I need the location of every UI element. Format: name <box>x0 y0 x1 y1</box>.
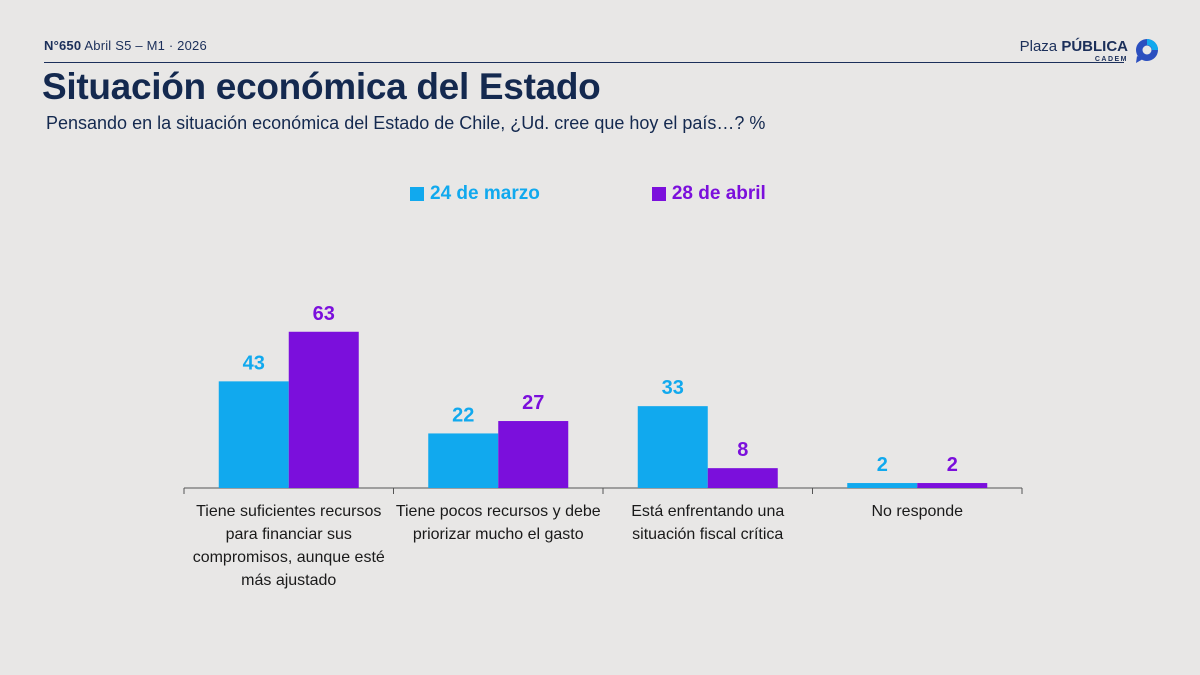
header-divider <box>44 62 1124 63</box>
category-label: Está enfrentando una situación fiscal cr… <box>631 503 785 543</box>
speech-bubble-logo-icon <box>1136 39 1158 63</box>
data-label-series-2: 63 <box>313 303 335 325</box>
data-label-series-2: 27 <box>522 392 544 414</box>
bar-series-1 <box>428 433 499 488</box>
category-label: No responde <box>871 503 964 520</box>
legend-swatch-series-1 <box>410 187 424 201</box>
brand-sub: CADEM <box>1094 56 1128 63</box>
page-subtitle: Pensando en la situación económica del E… <box>46 113 766 133</box>
data-label-series-1: 43 <box>243 352 265 374</box>
bar-series-2 <box>917 483 988 488</box>
legend-item-series-2: 28 de abril <box>651 183 766 205</box>
edition-date: Abril S5 – M1 · 2026 <box>84 38 207 53</box>
data-label-series-1: 22 <box>452 404 474 426</box>
category-label: Tiene suficientes recursos para financia… <box>192 503 385 589</box>
page-title: Situación económica del Estado <box>42 66 601 107</box>
bar-series-1 <box>637 406 708 488</box>
legend-label-series-1: 24 de marzo <box>430 183 540 204</box>
category-label: Tiene pocos recursos y debe priorizar mu… <box>395 503 601 543</box>
legend-item-series-1: 24 de marzo <box>410 183 540 205</box>
bar-series-1 <box>847 483 918 488</box>
bar-series-1 <box>218 381 289 488</box>
bar-series-2 <box>707 468 778 488</box>
edition-number: N°650 <box>44 38 82 53</box>
legend-swatch-series-2 <box>651 187 666 201</box>
data-label-series-2: 8 <box>737 439 748 461</box>
brand-name-light: Plaza <box>1019 38 1062 55</box>
brand-name-bold: PÚBLICA <box>1061 38 1128 55</box>
bar-series-2 <box>498 421 569 488</box>
legend-label-series-2: 28 de abril <box>671 183 766 204</box>
brand-logo-block: Plaza PÚBLICA CADEM <box>1020 36 1160 66</box>
edition-info: N°650 Abril S5 – M1 · 2026 <box>44 38 207 53</box>
data-label-series-1: 33 <box>662 377 684 399</box>
data-label-series-1: 2 <box>877 454 888 476</box>
chart-legend: 24 de marzo 28 de abril <box>410 183 766 205</box>
data-label-series-2: 2 <box>947 454 958 476</box>
bar-series-2 <box>288 331 359 488</box>
